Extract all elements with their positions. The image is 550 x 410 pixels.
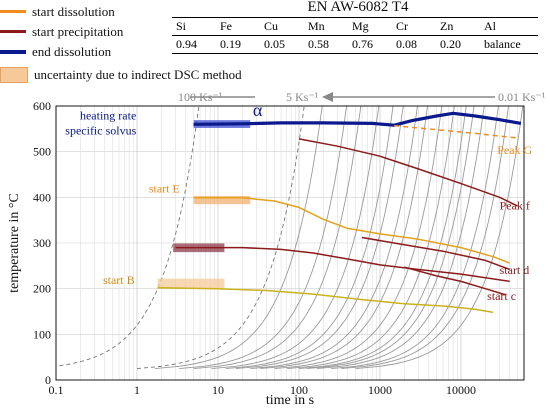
composition-value: 0.08 (392, 35, 436, 54)
legend-label: start dissolution (32, 3, 115, 19)
composition-element: Cr (392, 17, 436, 36)
legend-swatch (0, 10, 26, 13)
series-line (394, 124, 518, 139)
composition-element: Mg (348, 17, 392, 36)
series-line (157, 287, 494, 314)
x-axis-label: time in s (266, 393, 314, 408)
legend-label: end dissolution (32, 43, 112, 59)
heating-curve (154, 106, 323, 370)
legend-item: start precipitation (0, 23, 123, 40)
composition-element: Mn (304, 17, 348, 36)
annotation-label: start E (149, 181, 180, 195)
composition-element: Zn (436, 17, 480, 36)
series-line (298, 138, 518, 207)
series-line (361, 236, 510, 271)
rate-arrow-head (322, 92, 333, 102)
heating-curve (274, 106, 443, 370)
composition-value: 0.58 (304, 35, 348, 54)
legend-label: start precipitation (32, 23, 124, 39)
heating-curve (331, 106, 499, 370)
heating-curve (136, 106, 305, 370)
series-line (193, 111, 522, 127)
series-line (175, 246, 510, 283)
plot-frame (55, 105, 525, 381)
x-tick-label: 10000 (446, 383, 476, 397)
composition-table: Si Fe Cu Mn Mg Cr Zn Al 0.94 0.19 0.05 0.58 0.76 0.0… (172, 17, 538, 54)
legend-swatch (0, 66, 28, 83)
rate-label-right: 0.01 Ks⁻¹ (498, 90, 546, 104)
heating-curve (316, 106, 485, 370)
uncertainty-box (193, 195, 251, 205)
x-tick-label: 0.1 (49, 383, 64, 397)
annotation-label: specific solvus (65, 123, 136, 137)
heating-curve (298, 106, 467, 370)
composition-element: Si (172, 17, 216, 36)
annotation-label: heating rate (80, 109, 136, 123)
composition-value: 0.20 (436, 35, 480, 54)
x-tick-label: 1 (134, 383, 140, 397)
y-tick-label: 200 (33, 282, 51, 296)
composition-value: 0.94 (172, 35, 216, 54)
heating-curve (287, 106, 455, 370)
heating-curve (56, 106, 200, 367)
composition-value: 0.76 (348, 35, 392, 54)
x-tick-label: 100 (290, 383, 308, 397)
series-line (404, 266, 506, 296)
legend-swatch (0, 49, 26, 54)
composition-values-row: 0.94 0.19 0.05 0.58 0.76 0.08 0.20 balance (172, 35, 538, 54)
rate-label-mid: 5 Ks⁻¹ (286, 90, 319, 104)
heating-curve (211, 106, 380, 370)
y-tick-label: 300 (33, 236, 51, 250)
composition-value: 0.19 (216, 35, 260, 54)
y-tick-label: 600 (33, 99, 51, 113)
annotation-label: Peak G (497, 143, 532, 157)
uncertainty-box (157, 278, 225, 289)
rate-label-left: 100 Ks⁻¹ (178, 90, 223, 104)
heating-curve (250, 106, 418, 370)
y-tick-label: 400 (33, 190, 51, 204)
annotation-label: start B (103, 273, 135, 287)
annotation-label: α (253, 100, 263, 120)
annotation-label: start c (487, 289, 516, 303)
legend-item: start dissolution (0, 3, 115, 20)
heating-curve (341, 106, 509, 370)
x-tick-label: 1000 (368, 383, 392, 397)
composition-value: 0.05 (260, 35, 304, 54)
heating-curve (355, 106, 524, 370)
composition-title: EN AW-6082 T4 (307, 0, 409, 15)
legend-swatch (0, 30, 26, 33)
y-tick-label: 0 (45, 373, 51, 387)
composition-element: Fe (216, 17, 260, 36)
y-tick-label: 100 (33, 327, 51, 341)
composition-element: Cu (260, 17, 304, 36)
heating-curve (193, 106, 362, 370)
plot-area (56, 106, 524, 370)
series-line (193, 197, 510, 264)
composition-element: Al (480, 17, 538, 36)
heating-curve (306, 106, 475, 370)
heating-curve (260, 106, 429, 370)
legend-item: uncertainty due to indirect DSC method (0, 66, 242, 83)
composition-value: balance (480, 35, 538, 54)
annotation-label: start d (500, 263, 530, 277)
legend-label: uncertainty due to indirect DSC method (34, 66, 242, 82)
annotation-label: Peak f (500, 199, 530, 213)
heating-curve (235, 106, 404, 370)
heating-curve (179, 106, 348, 370)
y-tick-label: 500 (33, 145, 51, 159)
legend-item: end dissolution (0, 43, 111, 60)
x-tick-label: 10 (212, 383, 224, 397)
y-axis-label: temperature in °C (7, 193, 22, 293)
composition-elements-row: Si Fe Cu Mn Mg Cr Zn Al (172, 17, 538, 36)
